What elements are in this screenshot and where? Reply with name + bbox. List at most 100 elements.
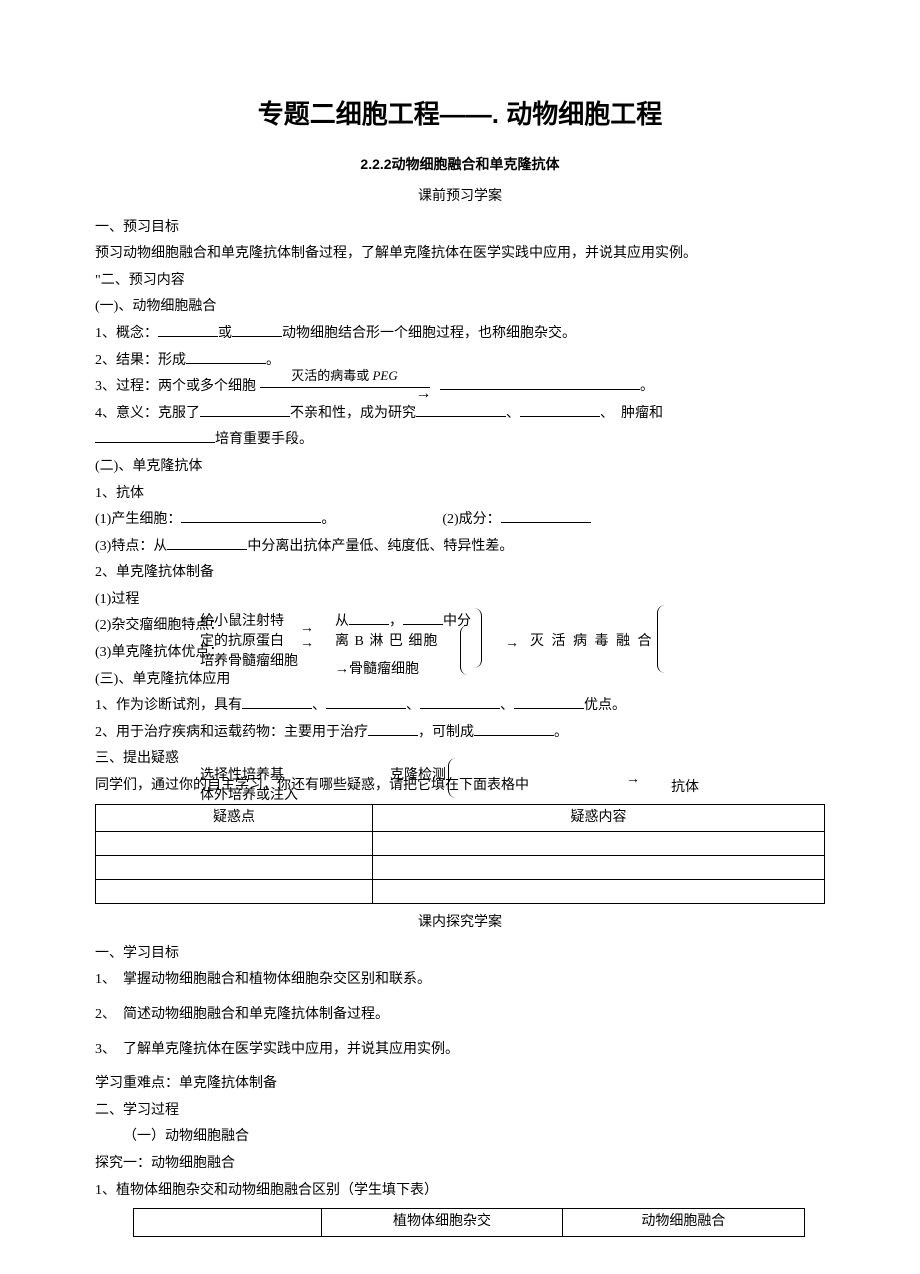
line-app1: 1、作为诊断试剂，具有 、 、 、 优点。 [95,693,825,720]
brace-icon [657,605,669,673]
sec-a-h2: "二、预习内容 [95,268,825,295]
doubt-cell [373,832,825,856]
arrow-icon: → [626,767,640,794]
l4d: 、 肿瘤和 [600,406,663,421]
line-ab-p1: (1)产生细胞： 。 (2)成分： [95,507,825,534]
blank [474,735,554,736]
sec-a-p1: 预习动物细胞融合和单克隆抗体制备过程，了解单克隆抗体在医学实践中应用，并说其应用… [95,241,825,268]
arrow-icon: → [300,631,314,658]
l1a: 1、概念： [95,326,158,341]
line-meaning2: 培育重要手段。 [95,427,825,454]
blank [326,708,406,709]
blank [514,708,584,709]
sec-b-s1: （一）动物细胞融合 [95,1124,825,1151]
blank [349,624,389,625]
arrow-label-peg: PEG [372,368,397,383]
line-concept: 1、概念： 或 动物细胞结合形一个细胞过程，也称细胞杂交。 [95,321,825,348]
doubt-cell [373,856,825,880]
arrow-icon: → [505,631,519,658]
brace-icon [460,625,470,675]
l4e: 培育重要手段。 [215,432,313,447]
ov-o4a: 从 [335,614,349,629]
ab2: 2、单克隆抗体制备 [95,560,825,587]
sec-a-h1: 一、预习目标 [95,215,825,242]
goal2: 2、 简述动物细胞融合和单克隆抗体制备过程。 [95,1002,825,1029]
l2a: 2、结果：形成 [95,353,186,368]
app1c: 、 [406,698,420,713]
blank [95,442,215,443]
doubt-cell [96,856,373,880]
page-title: 专题二细胞工程——. 动物细胞工程 [95,90,825,139]
ov-o10: 克隆检测 [390,763,446,790]
brace-icon [448,758,458,798]
ab-p1b: 。 [321,512,335,527]
arrow-label-text: 灭活的病毒或 [291,368,369,383]
goal1: 1、 掌握动物细胞融合和植物体细胞杂交区别和联系。 [95,967,825,994]
goal3: 3、 了解单克隆抗体在医学实践中应用，并说其应用实例。 [95,1037,825,1064]
l3end: 。 [640,379,654,394]
doubt-cell [373,880,825,904]
blank [416,416,506,417]
ab-p2a: (2)成分： [442,512,500,527]
compare-th2: 动物细胞融合 [563,1209,804,1237]
doubt-table: 疑惑点 疑惑内容 [95,804,825,905]
blank [420,708,500,709]
blank [242,708,312,709]
arrow-with-label: 灭活的病毒或 PEG → [260,380,430,394]
app2a: 2、用于治疗疾病和运载药物：主要用于治疗 [95,725,368,740]
blank [181,522,321,523]
doubt-th2: 疑惑内容 [373,804,825,832]
page-subtitle: 2.2.2动物细胞融合和单克隆抗体 [95,151,825,178]
l3a: 3、过程：两个或多个细胞 [95,379,256,394]
doubt-cell [96,832,373,856]
ov-o7: 灭 活 病 毒 融 合 [530,629,654,656]
app2b: ，可制成 [418,725,474,740]
line-ab-p3: (3)特点：从中分离出抗体产量低、纯度低、特异性差。 [95,534,825,561]
ov-o5: 离 B 淋 巴 细胞 [335,629,438,656]
blank [167,549,247,550]
l1b: 或 [218,326,232,341]
compare-th1: 植物体细胞杂交 [321,1209,562,1237]
explore1: 探究一：动物细胞融合 [95,1151,825,1178]
sec-b-h1: 一、学习目标 [95,941,825,968]
app1e: 优点。 [584,698,626,713]
ov-o3: 培养骨髓瘤细胞 [200,649,298,676]
app2c: 。 [554,725,568,740]
blank [501,522,591,523]
preclass-label: 课前预习学案 [95,184,825,211]
sec-a-s1: (一)、动物细胞融合 [95,294,825,321]
line-process: 3、过程：两个或多个细胞 灭活的病毒或 PEG → 。 [95,374,825,401]
line-app2: 2、用于治疗疾病和运载药物：主要用于治疗 ，可制成 。 [95,720,825,747]
blank [232,336,282,337]
ov-o6: →骨髓瘤细胞 [335,657,419,684]
inclass-label: 课内探究学案 [95,910,825,937]
app1b: 、 [312,698,326,713]
ov-o11: 抗体 [671,775,699,802]
ab-p1a: (1)产生细胞： [95,512,181,527]
l4a: 4、意义：克服了 [95,406,200,421]
compare-intro: 1、植物体细胞杂交和动物细胞融合区别（学生填下表） [95,1178,825,1205]
sec-b-h2: 二、学习过程 [95,1098,825,1125]
blank [368,735,418,736]
app1a: 1、作为诊断试剂，具有 [95,698,242,713]
l4c: 、 [506,406,520,421]
l4b: 不亲和性，成为研究 [290,406,416,421]
blank [520,416,600,417]
compare-th0 [134,1209,322,1237]
doubt-cell [96,880,373,904]
l1c: 动物细胞结合形一个细胞过程，也称细胞杂交。 [282,326,576,341]
blank [403,624,443,625]
blank [440,389,640,390]
focus: 学习重难点：单克隆抗体制备 [95,1071,825,1098]
line-meaning: 4、意义：克服了 不亲和性，成为研究 、 、 肿瘤和 [95,401,825,428]
app1d: 、 [500,698,514,713]
ab-p3a: (3)特点：从 [95,539,167,554]
blank [158,336,218,337]
line-result: 2、结果：形成。 [95,348,825,375]
sec-a-s2: (二)、单克隆抗体 [95,454,825,481]
ab1: 1、抗体 [95,481,825,508]
compare-table: 植物体细胞杂交 动物细胞融合 [133,1208,805,1237]
blank [200,416,290,417]
ov-o9: 体外培养或注入 [200,783,298,810]
brace-icon [472,608,482,668]
